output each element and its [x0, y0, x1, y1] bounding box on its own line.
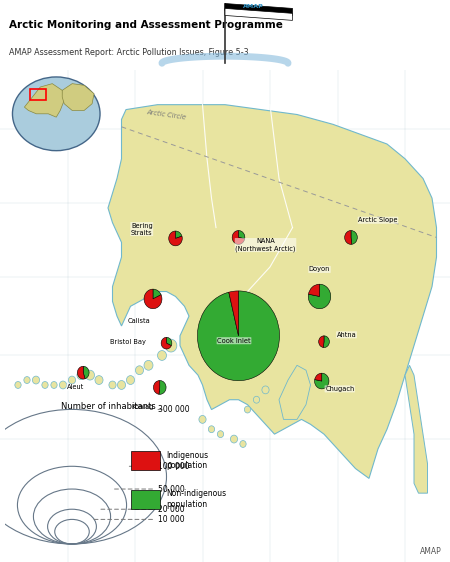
Polygon shape: [24, 84, 64, 117]
Circle shape: [59, 381, 67, 389]
Circle shape: [135, 366, 144, 375]
Text: Ahtna: Ahtna: [337, 332, 356, 338]
Circle shape: [109, 381, 116, 389]
Bar: [31, 89, 46, 99]
Wedge shape: [169, 231, 182, 246]
Wedge shape: [308, 284, 331, 309]
Circle shape: [42, 382, 48, 388]
Circle shape: [262, 386, 269, 394]
Circle shape: [199, 415, 206, 423]
Circle shape: [230, 435, 238, 443]
Circle shape: [165, 339, 177, 352]
Text: AMAP: AMAP: [420, 547, 442, 556]
Circle shape: [77, 371, 85, 379]
Circle shape: [240, 441, 246, 447]
Wedge shape: [315, 373, 329, 389]
Bar: [130, 451, 160, 470]
Text: 50 000: 50 000: [158, 484, 184, 493]
Circle shape: [51, 382, 57, 388]
Polygon shape: [225, 3, 292, 16]
Circle shape: [95, 375, 103, 384]
Text: NANA
(Northwest Arctic): NANA (Northwest Arctic): [235, 238, 296, 252]
Wedge shape: [345, 230, 352, 244]
Polygon shape: [279, 365, 310, 419]
Polygon shape: [225, 8, 292, 20]
Circle shape: [144, 360, 153, 370]
Text: AMAP: AMAP: [243, 4, 264, 9]
Circle shape: [126, 375, 135, 384]
Wedge shape: [83, 366, 89, 379]
Polygon shape: [62, 84, 94, 111]
Text: Cook Inlet: Cook Inlet: [217, 338, 251, 344]
Wedge shape: [351, 230, 357, 244]
Wedge shape: [324, 336, 329, 347]
Text: Arctic Monitoring and Assessment Programme: Arctic Monitoring and Assessment Program…: [9, 20, 283, 30]
Circle shape: [24, 377, 30, 383]
Circle shape: [15, 382, 21, 388]
Text: Number of inhabitants: Number of inhabitants: [61, 402, 155, 411]
Text: Calista: Calista: [128, 318, 151, 324]
Wedge shape: [159, 380, 166, 395]
Wedge shape: [238, 230, 245, 239]
Text: AMAP Assessment Report: Arctic Pollution Issues, Figure 5-3: AMAP Assessment Report: Arctic Pollution…: [9, 48, 248, 57]
Circle shape: [68, 376, 76, 384]
Bar: [130, 490, 160, 509]
Text: Arctic Slope: Arctic Slope: [358, 217, 398, 223]
Circle shape: [244, 406, 251, 413]
Wedge shape: [309, 284, 320, 297]
Circle shape: [217, 430, 224, 438]
Text: 20 000: 20 000: [158, 505, 184, 514]
Polygon shape: [108, 105, 436, 478]
Polygon shape: [405, 365, 428, 493]
Wedge shape: [166, 337, 172, 346]
Wedge shape: [319, 336, 324, 347]
Text: Non-indigenous
population: Non-indigenous population: [166, 490, 227, 509]
Wedge shape: [315, 373, 322, 381]
Wedge shape: [77, 366, 85, 379]
Text: Aleut: Aleut: [67, 384, 84, 391]
Circle shape: [32, 376, 40, 384]
Circle shape: [208, 426, 215, 433]
Wedge shape: [232, 230, 245, 244]
Circle shape: [158, 351, 166, 360]
Circle shape: [117, 380, 126, 389]
Circle shape: [253, 396, 260, 403]
Text: 300 000: 300 000: [158, 405, 189, 414]
Text: Bristol Bay: Bristol Bay: [110, 339, 146, 345]
Text: 10 000: 10 000: [158, 515, 184, 524]
Wedge shape: [198, 291, 279, 380]
Circle shape: [86, 370, 94, 380]
Text: Indigenous
population: Indigenous population: [166, 451, 209, 470]
Wedge shape: [229, 291, 238, 336]
Text: Chugach: Chugach: [325, 386, 355, 392]
Wedge shape: [153, 380, 160, 395]
Circle shape: [13, 77, 100, 151]
Wedge shape: [144, 289, 162, 309]
Wedge shape: [161, 337, 171, 349]
Text: Doyon: Doyon: [309, 266, 330, 273]
Wedge shape: [176, 231, 182, 238]
Text: 100 000: 100 000: [158, 462, 189, 471]
Wedge shape: [153, 289, 161, 299]
Text: Bering
Straits: Bering Straits: [131, 223, 153, 235]
Text: Koniag: Koniag: [132, 404, 154, 410]
Text: Arctic Circle: Arctic Circle: [146, 109, 187, 120]
